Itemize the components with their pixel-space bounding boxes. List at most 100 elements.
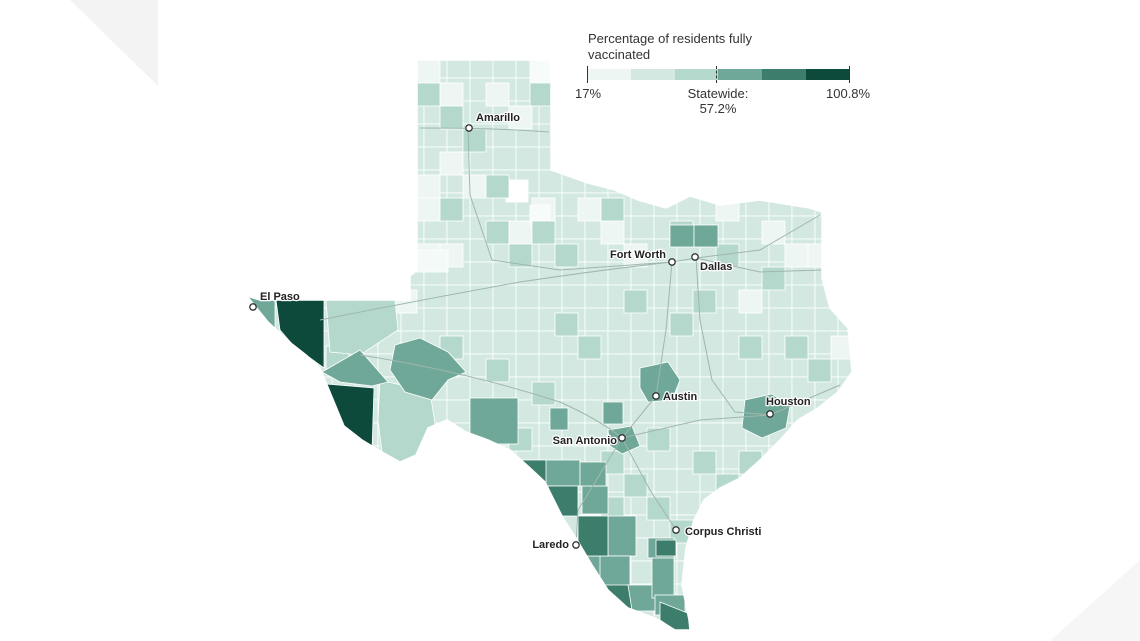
county-region: [791, 169, 816, 194]
county-region: [262, 560, 287, 585]
county-region: [377, 606, 402, 630]
county-region: [423, 583, 448, 608]
county-region: [354, 606, 379, 630]
county-region: [745, 169, 770, 194]
county-region: [285, 560, 310, 585]
county-region: [814, 629, 839, 630]
county-region: [469, 491, 494, 516]
county-region: [814, 491, 839, 516]
county-region: [331, 100, 356, 125]
county-region: [653, 123, 678, 148]
legend-min-tick: [587, 66, 588, 83]
county-region: [814, 146, 839, 171]
county-region: [699, 491, 724, 516]
county-region: [285, 606, 310, 630]
county-region: [247, 77, 264, 102]
county-region: [519, 459, 547, 487]
county-region: [469, 583, 494, 608]
county-region: [837, 491, 852, 516]
county-region: [308, 606, 333, 630]
county-region: [262, 169, 287, 194]
county-region: [745, 560, 770, 585]
county-region: [791, 284, 816, 309]
county-region: [247, 468, 264, 493]
city-label: Houston: [766, 396, 811, 408]
county-region: [655, 539, 677, 557]
county-region: [837, 629, 852, 630]
county-region: [768, 629, 793, 630]
county-region: [262, 629, 287, 630]
county-region: [784, 335, 809, 360]
county-region: [423, 445, 448, 470]
county-region: [285, 60, 310, 79]
county-region: [745, 491, 770, 516]
county-region: [738, 335, 763, 360]
county-region: [354, 123, 379, 148]
county-region: [814, 307, 839, 332]
county-region: [492, 284, 517, 309]
county-region: [722, 629, 747, 630]
city-label: El Paso: [260, 291, 300, 303]
legend-color-step: [630, 69, 675, 80]
county-region: [692, 450, 717, 475]
county-region: [699, 537, 724, 562]
county-region: [416, 82, 441, 107]
county-region: [529, 60, 551, 83]
city-dot: [465, 124, 473, 132]
county-region: [630, 123, 655, 148]
county-region: [784, 243, 809, 268]
county-region: [285, 192, 310, 217]
county-region: [607, 353, 632, 378]
legend-statewide-value: 57.2%: [699, 101, 737, 116]
county-region: [768, 445, 793, 470]
county-region: [354, 629, 379, 630]
county-region: [400, 560, 425, 585]
county-region: [446, 491, 471, 516]
county-region: [308, 169, 333, 194]
county-region: [492, 606, 517, 630]
county-region: [584, 261, 609, 286]
county-region: [247, 445, 264, 470]
county-region: [247, 514, 264, 539]
county-region: [308, 560, 333, 585]
county-region: [791, 445, 816, 470]
county-region: [745, 537, 770, 562]
county-region: [262, 215, 287, 240]
county-region: [354, 100, 379, 125]
city-marker: Houston: [765, 395, 812, 418]
county-region: [722, 491, 747, 516]
county-region: [462, 174, 487, 199]
county-region: [676, 560, 701, 585]
county-region: [814, 468, 839, 493]
county-region: [262, 583, 287, 608]
county-region: [581, 485, 609, 515]
county-region: [354, 468, 379, 493]
county-region: [837, 445, 852, 470]
county-region: [630, 215, 655, 240]
county-region: [469, 537, 494, 562]
county-region: [285, 215, 310, 240]
county-region: [354, 491, 379, 516]
county-region: [354, 215, 379, 240]
county-region: [247, 629, 264, 630]
city-label: Laredo: [532, 539, 569, 551]
county-region: [699, 376, 724, 401]
city-label: Corpus Christi: [685, 526, 761, 538]
county-region: [630, 192, 655, 217]
county-region: [285, 537, 310, 562]
county-region: [400, 606, 425, 630]
county-region: [561, 560, 586, 585]
county-region: [416, 197, 441, 222]
county-region: [423, 606, 448, 630]
county-region: [377, 468, 402, 493]
county-region: [331, 215, 356, 240]
county-region: [584, 100, 609, 125]
county-region: [354, 60, 379, 79]
county-region: [538, 514, 563, 539]
county-region: [745, 606, 770, 630]
corner-shape-right: [1050, 560, 1140, 641]
county-region: [331, 192, 356, 217]
county-region: [492, 537, 517, 562]
county-region: [446, 629, 471, 630]
county-region: [262, 376, 287, 401]
